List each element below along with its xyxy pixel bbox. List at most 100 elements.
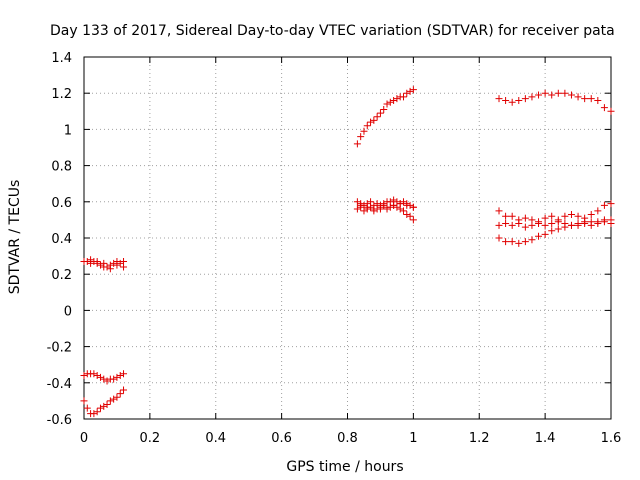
- data-point-segment-b3: [360, 207, 368, 215]
- data-point-segment-a4: [100, 402, 108, 410]
- data-point-segment-a4: [116, 390, 124, 398]
- data-point-segment-c4: [541, 230, 549, 238]
- data-point-segment-b1: [373, 113, 381, 121]
- x-tick-label: 1: [409, 431, 417, 446]
- data-point-segment-c2: [502, 212, 510, 220]
- data-point-segment-c3: [554, 218, 562, 226]
- y-tick-label: 1: [64, 123, 72, 138]
- data-point-segment-c4: [515, 239, 523, 247]
- x-tick-label: 0.8: [337, 431, 358, 446]
- data-point-segment-c4: [581, 220, 589, 228]
- data-point-segment-b4: [363, 203, 371, 211]
- data-point-segment-a3: [96, 373, 104, 381]
- data-point-segment-c1: [607, 107, 615, 115]
- data-point-segment-b4: [390, 201, 398, 209]
- data-point-segment-c4: [528, 236, 536, 244]
- data-point-segment-a2: [113, 261, 121, 269]
- data-point-segment-c1: [535, 91, 543, 99]
- data-point-segment-c1: [581, 95, 589, 103]
- data-point-segment-a2: [87, 259, 95, 267]
- data-point-segment-c4: [554, 225, 562, 233]
- data-point-segment-b4: [357, 201, 365, 209]
- data-point-segment-c3: [528, 221, 536, 229]
- data-point-segment-b4: [409, 203, 417, 211]
- data-point-segment-c4: [594, 218, 602, 226]
- data-point-segment-c2: [567, 210, 575, 218]
- data-point-segment-c2: [587, 210, 595, 218]
- data-point-segment-c4: [508, 238, 516, 246]
- y-tick-label: 1.4: [51, 51, 72, 66]
- data-point-segment-a3: [103, 377, 111, 385]
- data-point-segment-c1: [548, 91, 556, 99]
- data-point-segment-b3: [380, 201, 388, 209]
- y-tick-label: -0.4: [47, 377, 72, 392]
- data-point-segment-c2: [594, 207, 602, 215]
- data-point-segment-b2: [399, 198, 407, 206]
- data-point-segment-c1: [600, 104, 608, 112]
- data-point-segment-b4: [370, 205, 378, 213]
- data-point-segment-b1: [393, 95, 401, 103]
- data-point-segment-a4: [120, 386, 128, 394]
- y-tick-label: 0.8: [51, 160, 72, 175]
- data-point-segment-a4: [110, 395, 118, 403]
- data-point-segment-c3: [521, 223, 529, 231]
- data-point-segment-c2: [541, 214, 549, 222]
- data-point-segment-b1: [383, 100, 391, 108]
- data-point-segment-c3: [508, 221, 516, 229]
- data-point-segment-c4: [502, 238, 510, 246]
- data-point-segment-c4: [574, 221, 582, 229]
- data-point-segment-a2: [120, 263, 128, 271]
- x-tick-label: 1.6: [601, 431, 622, 446]
- data-point-segment-c2: [574, 212, 582, 220]
- data-point-segment-b1: [390, 96, 398, 104]
- data-point-segment-c1: [515, 96, 523, 104]
- data-point-segment-c4: [567, 221, 575, 229]
- data-point-segment-b4: [396, 200, 404, 208]
- data-point-segment-b3: [399, 207, 407, 215]
- y-tick-label: 1.2: [51, 87, 72, 102]
- data-point-segment-b1: [360, 127, 368, 135]
- data-point-segment-a3: [110, 375, 118, 383]
- data-point-segment-b3: [403, 210, 411, 218]
- data-point-segment-c1: [541, 89, 549, 97]
- data-point-segment-c4: [561, 223, 569, 231]
- x-tick-label: 0.4: [205, 431, 226, 446]
- data-point-segment-a1: [96, 261, 104, 269]
- y-axis-title: SDTVAR / TECUs: [7, 180, 23, 295]
- data-point-segment-c1: [495, 95, 503, 103]
- data-point-segment-b1: [403, 89, 411, 97]
- data-point-segment-a3: [100, 375, 108, 383]
- data-point-segment-b1: [357, 133, 365, 141]
- data-point-segment-b4: [403, 201, 411, 209]
- data-point-segment-a4: [96, 404, 104, 412]
- x-tick-label: 0: [80, 431, 88, 446]
- data-point-segment-a3: [93, 372, 101, 380]
- data-point-segment-a2: [100, 263, 108, 271]
- data-point-segment-c1: [554, 89, 562, 97]
- data-point-segment-a1: [116, 259, 124, 267]
- data-point-segment-c2: [548, 212, 556, 220]
- data-point-segment-c3: [495, 221, 503, 229]
- data-point-segment-c2: [607, 200, 615, 208]
- data-point-segment-b1: [363, 122, 371, 130]
- data-point-segment-a3: [116, 372, 124, 380]
- data-point-segment-b3: [353, 205, 361, 213]
- chart-title: Day 133 of 2017, Sidereal Day-to-day VTE…: [50, 23, 615, 39]
- data-point-segment-c2: [495, 207, 503, 215]
- data-point-segment-a4: [90, 410, 98, 418]
- y-tick-label: 0.2: [51, 268, 72, 283]
- data-point-segment-a3: [120, 370, 128, 378]
- data-point-segment-c1: [528, 93, 536, 101]
- data-point-segment-a2: [106, 265, 114, 273]
- data-point-segment-c3: [515, 220, 523, 228]
- y-tick-label: -0.6: [47, 413, 72, 428]
- data-point-segment-b1: [399, 93, 407, 101]
- data-point-segment-c4: [600, 216, 608, 224]
- data-point-segment-a1: [110, 259, 118, 267]
- data-point-segment-c3: [548, 220, 556, 228]
- y-tick-label: 0.6: [51, 196, 72, 211]
- x-tick-label: 1.4: [535, 431, 556, 446]
- data-point-segment-c4: [587, 218, 595, 226]
- x-tick-label: 0.6: [271, 431, 292, 446]
